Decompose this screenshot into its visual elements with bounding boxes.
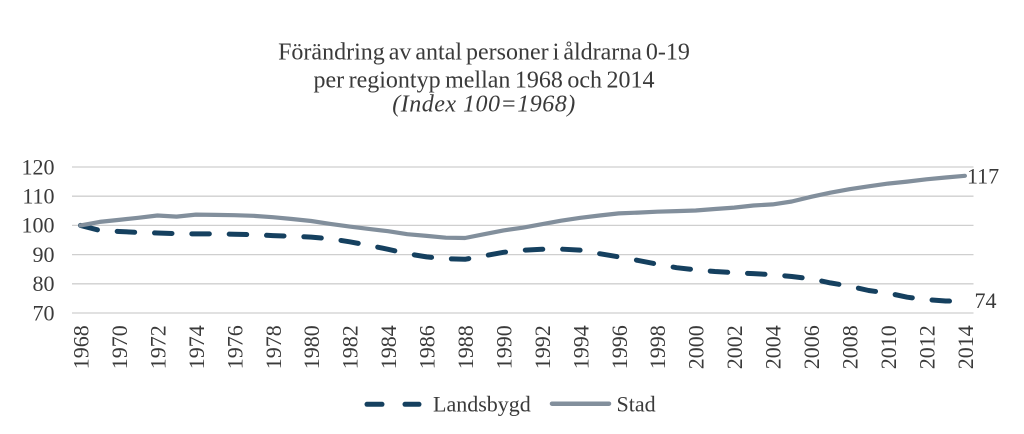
svg-text:2004: 2004 <box>761 325 786 369</box>
svg-text:1980: 1980 <box>299 325 324 369</box>
svg-text:2002: 2002 <box>722 325 747 369</box>
svg-text:1972: 1972 <box>145 325 170 369</box>
svg-text:70: 70 <box>33 300 55 325</box>
svg-text:2014: 2014 <box>953 325 978 369</box>
svg-text:1982: 1982 <box>338 325 363 369</box>
svg-text:1974: 1974 <box>184 325 209 369</box>
svg-text:2012: 2012 <box>914 325 939 369</box>
svg-text:1970: 1970 <box>107 325 132 369</box>
svg-text:Förändring av antal personer i: Förändring av antal personer i åldrarna … <box>278 40 690 66</box>
svg-text:1992: 1992 <box>530 325 555 369</box>
svg-text:Landsbygd: Landsbygd <box>433 392 531 417</box>
svg-text:110: 110 <box>22 184 54 209</box>
svg-text:100: 100 <box>22 213 55 238</box>
svg-text:1998: 1998 <box>645 325 670 369</box>
svg-text:1990: 1990 <box>492 325 517 369</box>
svg-text:80: 80 <box>33 271 55 296</box>
svg-text:1996: 1996 <box>607 325 632 369</box>
svg-text:1986: 1986 <box>415 325 440 369</box>
svg-text:2010: 2010 <box>876 325 901 369</box>
svg-text:per regiontyp mellan 1968 och: per regiontyp mellan 1968 och 2014 <box>313 68 654 94</box>
svg-text:1968: 1968 <box>69 325 94 369</box>
svg-text:1978: 1978 <box>261 325 286 369</box>
svg-text:1984: 1984 <box>376 325 401 369</box>
svg-text:74: 74 <box>975 288 997 313</box>
svg-text:2006: 2006 <box>799 325 824 369</box>
svg-text:117: 117 <box>967 163 999 188</box>
svg-text:90: 90 <box>33 242 55 267</box>
svg-text:120: 120 <box>22 154 55 179</box>
svg-text:(Index 100=1968): (Index 100=1968) <box>392 92 575 118</box>
svg-text:1994: 1994 <box>568 325 593 369</box>
svg-text:1988: 1988 <box>453 325 478 369</box>
svg-text:Stad: Stad <box>617 392 656 417</box>
svg-text:2008: 2008 <box>838 325 863 369</box>
svg-text:1976: 1976 <box>222 325 247 369</box>
svg-text:2000: 2000 <box>684 325 709 369</box>
